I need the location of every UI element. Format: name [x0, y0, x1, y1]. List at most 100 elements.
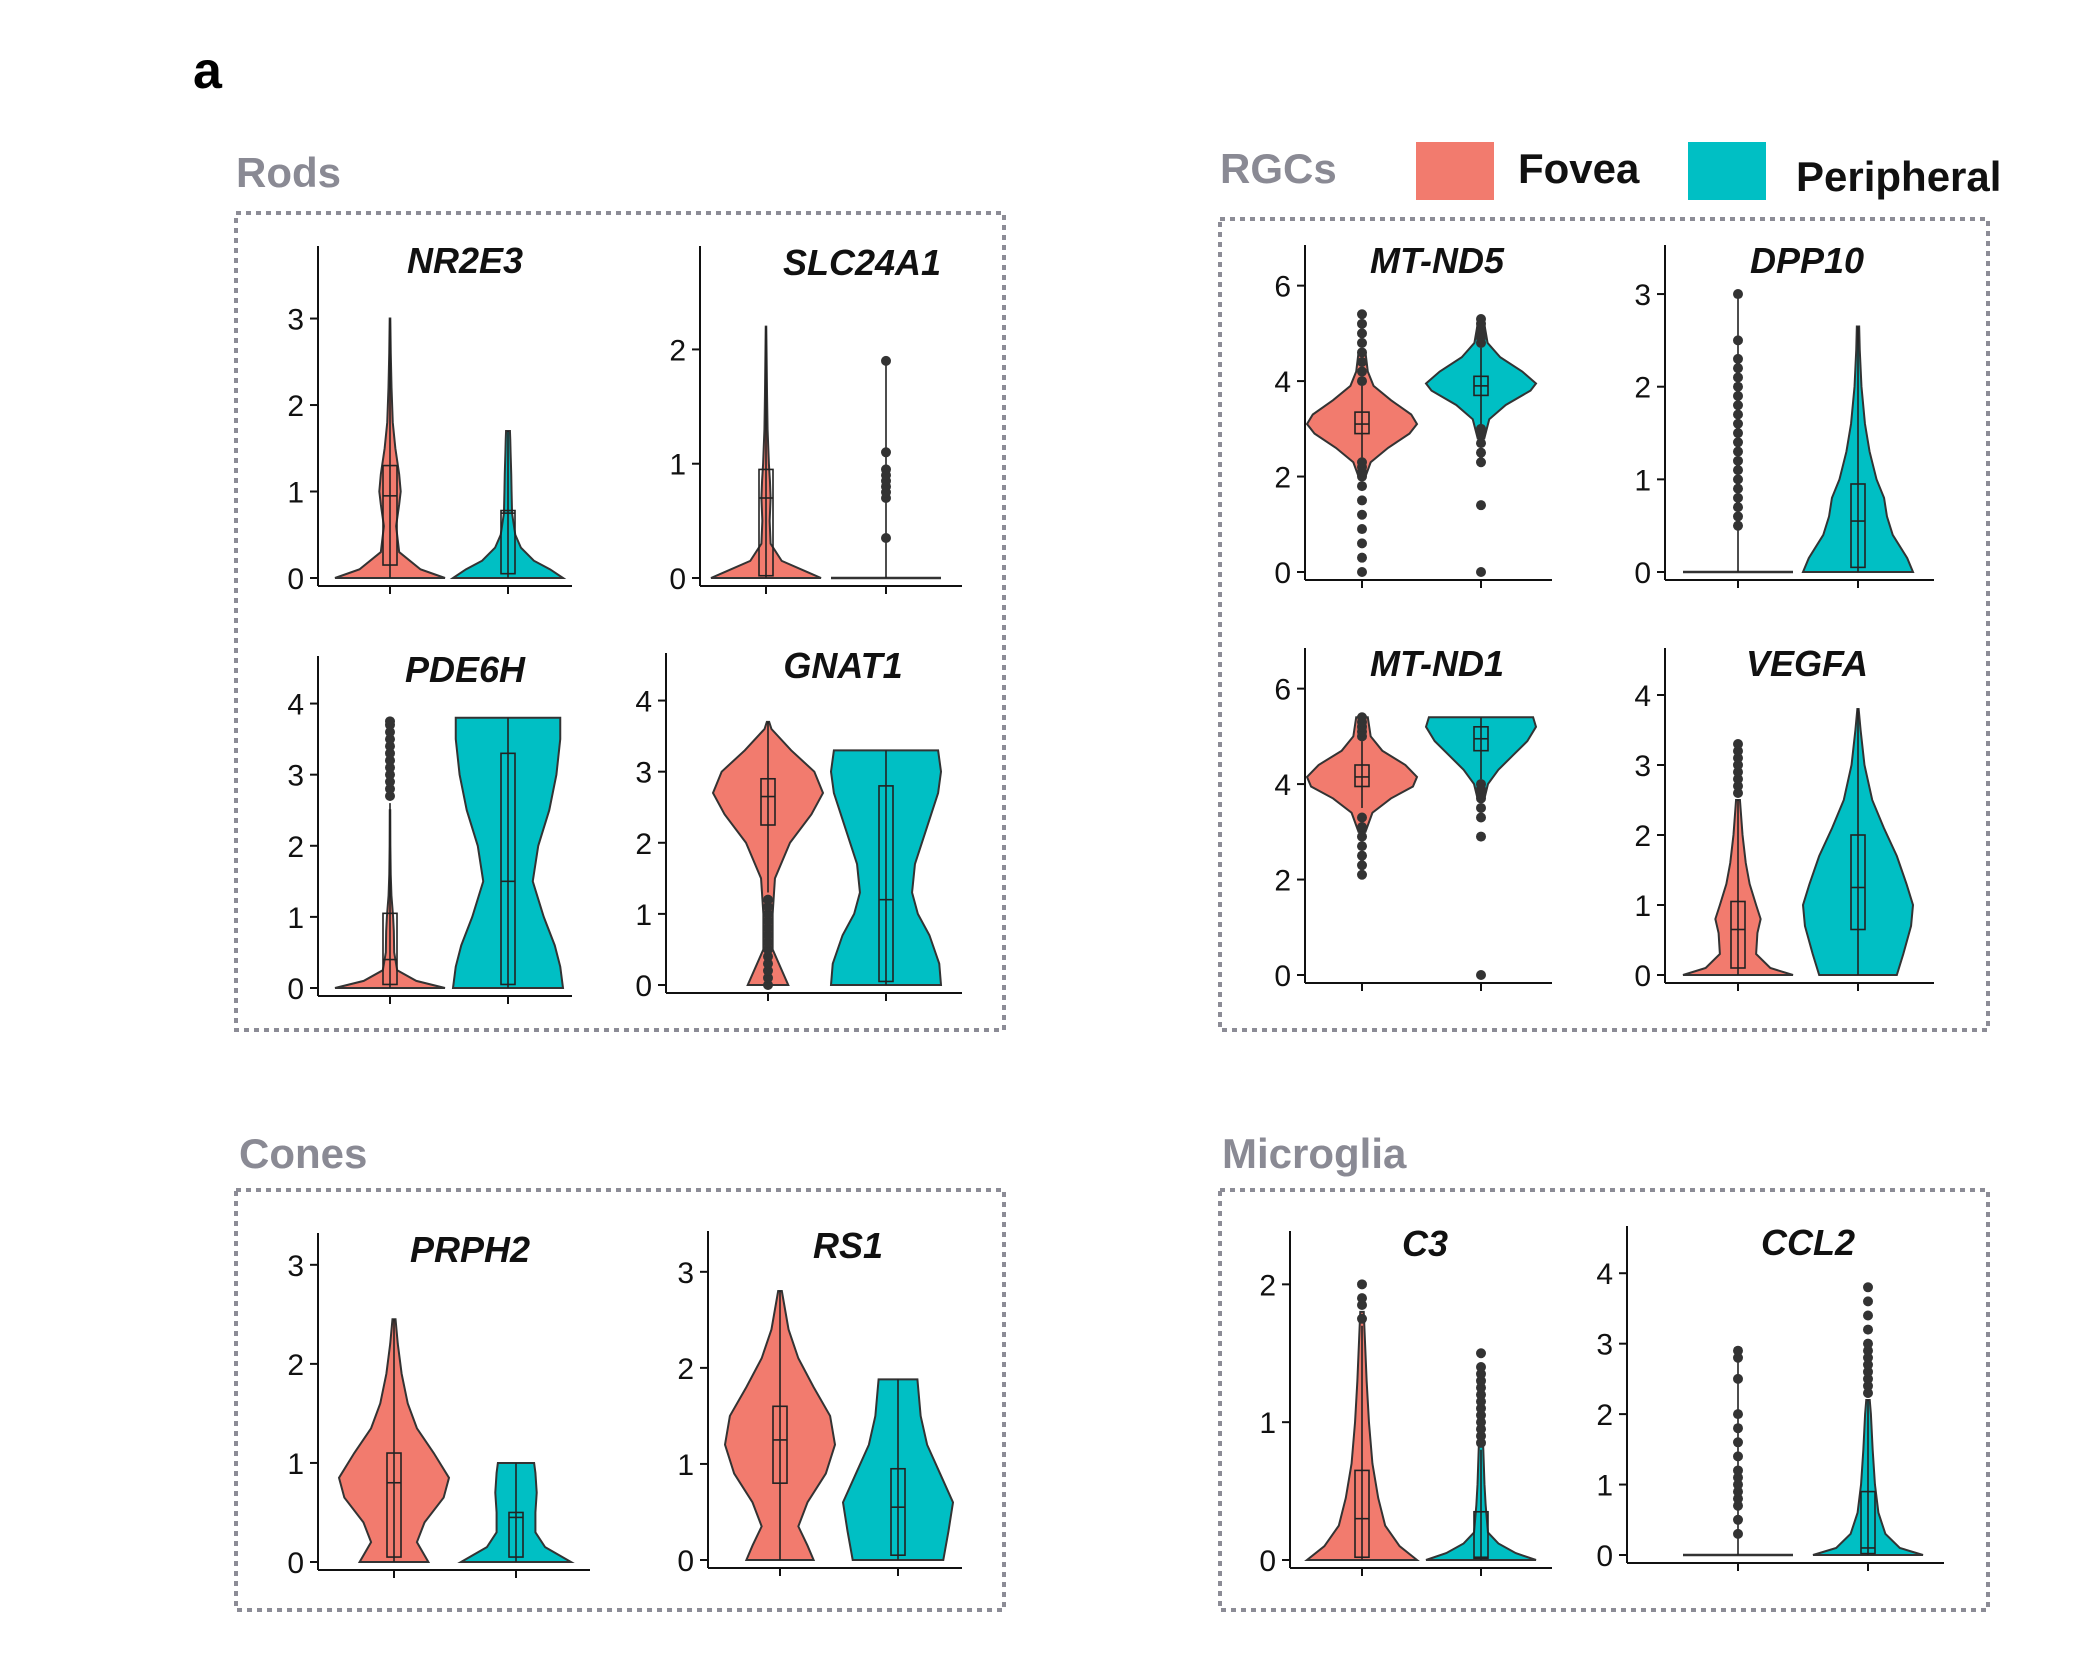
outlier-point [385, 762, 395, 773]
gene-title: CCL2 [1761, 1222, 1855, 1263]
outlier-point [1733, 1472, 1743, 1483]
outlier-point [1863, 1387, 1873, 1398]
box [382, 912, 398, 986]
y-tick-label: 3 [1634, 279, 1651, 312]
outlier-point [1733, 746, 1743, 756]
outlier-point [1863, 1345, 1873, 1356]
outlier-point [1733, 1514, 1743, 1525]
outlier-point [763, 916, 773, 926]
violin-plot-nr2e3: 0 1 2 3 NR2E3 [287, 240, 572, 596]
y-tick-label: 2 [1274, 462, 1291, 495]
box [1730, 900, 1746, 969]
outlier-point [1733, 1486, 1743, 1497]
box [1473, 1510, 1489, 1560]
outlier-point [1733, 1528, 1743, 1539]
outlier-point [1476, 500, 1486, 511]
outlier-point [1357, 841, 1367, 852]
group-box-rgcs [1218, 217, 1990, 1032]
outlier-point [1863, 1366, 1873, 1377]
outlier-point [1863, 1352, 1873, 1363]
outlier-point [1733, 335, 1743, 346]
outlier-point [1733, 1493, 1743, 1504]
gene-title: VEGFA [1746, 643, 1868, 684]
y-tick-label: 4 [287, 689, 304, 722]
box [1354, 1469, 1370, 1559]
outlier-point [1476, 1403, 1486, 1414]
violin-peripheral [1424, 716, 1538, 980]
outlier-point [1357, 524, 1367, 535]
gene-title: MT-ND5 [1370, 240, 1505, 281]
legend-swatch-fovea [1416, 142, 1494, 200]
outlier-point [1733, 1479, 1743, 1490]
outlier-point [1733, 409, 1743, 420]
violin-peripheral [841, 1378, 955, 1561]
violin-fovea [710, 325, 822, 579]
y-tick-label: 2 [287, 831, 304, 864]
y-tick-label: 3 [287, 304, 304, 337]
outlier-point [1733, 455, 1743, 466]
group-rgcs: RGCs [1218, 145, 1990, 1032]
violin-fovea [723, 1290, 837, 1561]
y-tick-label: 0 [1259, 1545, 1276, 1578]
violin-fovea [1305, 309, 1419, 577]
outlier-point [1863, 1296, 1873, 1307]
outlier-point [763, 980, 773, 990]
y-tick-label: 4 [1634, 680, 1651, 713]
outlier-point [1476, 1417, 1486, 1428]
y-tick-label: 2 [635, 828, 652, 861]
gene-title: GNAT1 [783, 645, 902, 686]
outlier-point [385, 776, 395, 787]
violin-plot-slc24a1: 0 1 2 SLC24A1 [669, 242, 962, 596]
y-tick-label: 0 [677, 1545, 694, 1578]
outlier-point [1357, 1279, 1367, 1290]
y-tick-label: 1 [635, 899, 652, 932]
y-tick-label: 1 [677, 1449, 694, 1482]
outlier-point [1357, 1313, 1367, 1324]
violin-plot-c3: 0 1 2 C3 [1259, 1223, 1552, 1578]
outlier-point [881, 355, 891, 366]
outlier-point [1357, 337, 1367, 348]
y-tick-label: 3 [287, 760, 304, 793]
outlier-point [1733, 400, 1743, 411]
outlier-point [1476, 1430, 1486, 1441]
y-tick-label: 2 [1634, 372, 1651, 405]
y-tick-label: 2 [677, 1353, 694, 1386]
outlier-point [763, 908, 773, 919]
outlier-point [1733, 1451, 1743, 1462]
y-tick-label: 4 [1274, 366, 1291, 399]
outlier-point [1357, 495, 1367, 506]
outlier-point [1733, 465, 1743, 476]
violin-plot-rs1: 0 1 2 3 RS1 [677, 1225, 962, 1578]
y-tick-label: 1 [1634, 890, 1651, 923]
y-tick-label: 3 [677, 1257, 694, 1290]
outlier-point [1733, 1437, 1743, 1448]
outlier-point [763, 923, 773, 934]
violin-plot-pde6h: 0 1 2 3 4 PDE6H [287, 649, 572, 1006]
group-title-rgcs: RGCs [1220, 145, 1337, 192]
violin-peripheral [1424, 314, 1538, 577]
outlier-point [1357, 552, 1367, 563]
outlier-point [1733, 418, 1743, 429]
outlier-point [763, 958, 773, 969]
violin-peripheral [1801, 325, 1915, 573]
outlier-point [1476, 1348, 1486, 1359]
y-tick-label: 2 [1259, 1269, 1276, 1302]
outlier-point [1733, 1373, 1743, 1384]
gene-title: MT-ND1 [1370, 643, 1504, 684]
outlier-point [1357, 567, 1367, 577]
y-tick-label: 1 [1634, 464, 1651, 497]
outlier-point [1733, 363, 1743, 374]
outlier-point [1476, 567, 1486, 577]
gene-title: NR2E3 [407, 240, 523, 281]
outlier-point [385, 741, 395, 752]
outlier-point [763, 972, 773, 983]
y-tick-label: 2 [1274, 865, 1291, 898]
violin-fovea [1683, 1345, 1793, 1557]
outlier-point [1357, 366, 1367, 377]
violin-plot-dpp10: 0 1 2 3 DPP10 [1634, 240, 1934, 590]
violin-peripheral [457, 1461, 575, 1563]
outlier-point [881, 533, 891, 543]
group-box-rods [234, 211, 1006, 1032]
outlier-point [1476, 970, 1486, 980]
y-tick-label: 0 [669, 563, 686, 596]
